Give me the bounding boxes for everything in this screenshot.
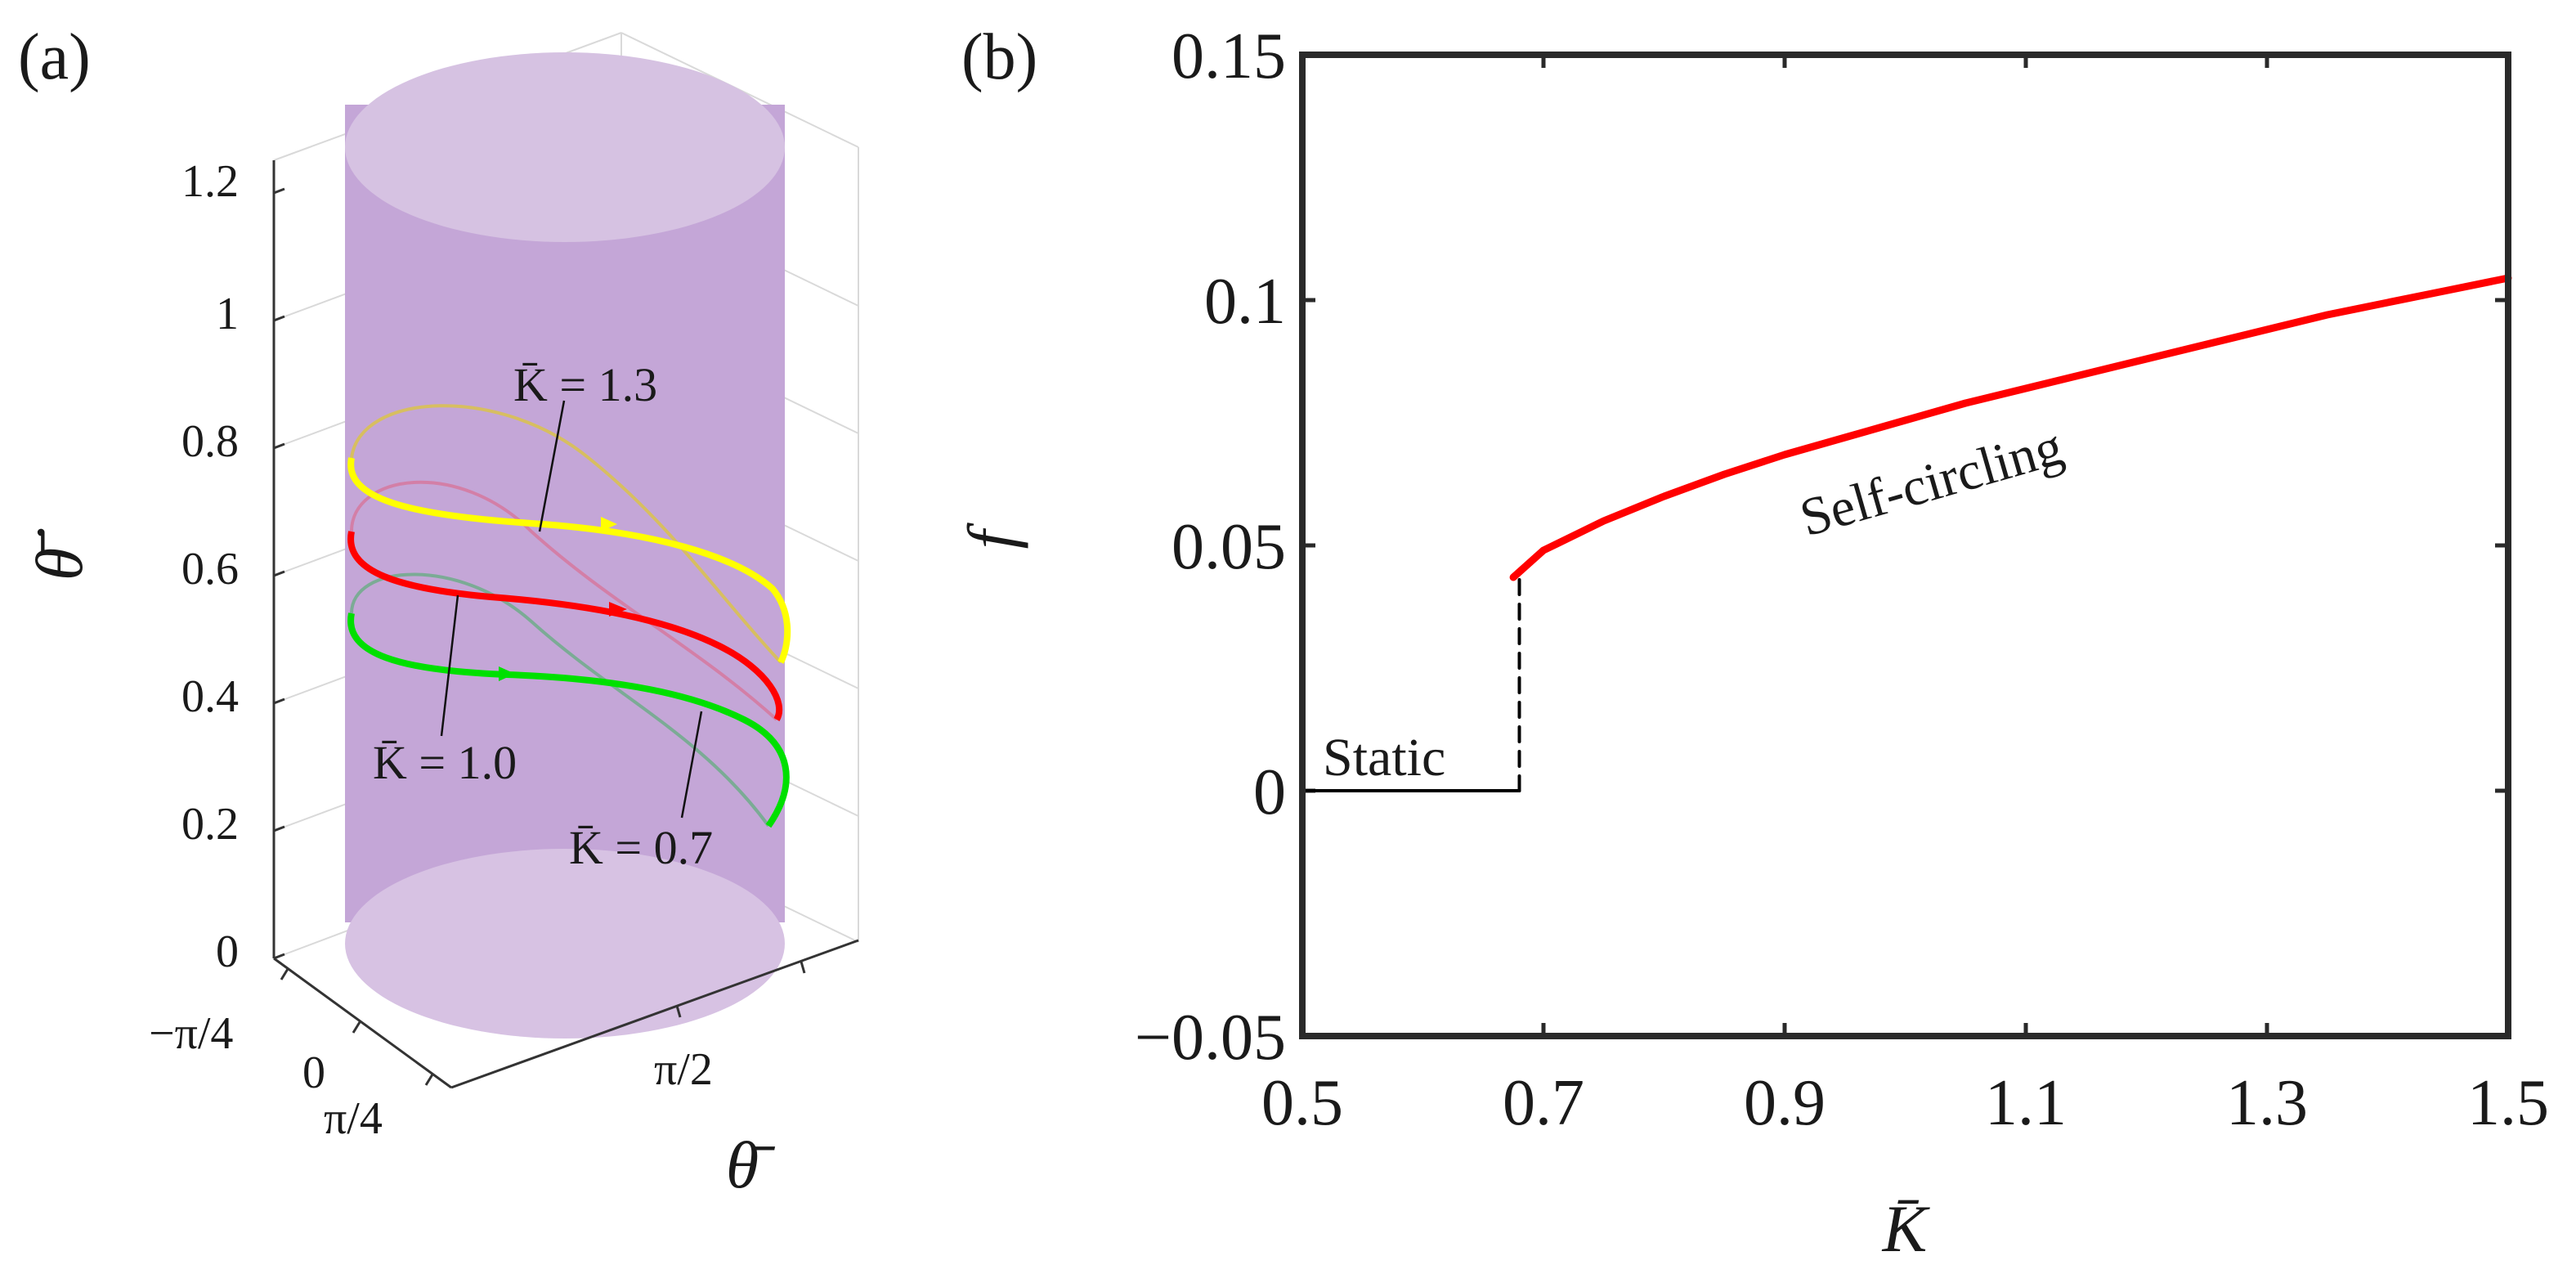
x-tick-label: 0.9 (1744, 1067, 1826, 1139)
annotation-static: Static (1323, 728, 1445, 787)
cylinder-surface (345, 52, 785, 1038)
y-tick-label: −0.05 (1135, 1002, 1286, 1074)
z-tick-label: 1.2 (181, 156, 239, 207)
annotation-k10: K̄ = 1.0 (373, 736, 517, 789)
z-tick-label: 0.6 (181, 544, 239, 594)
leader-line (680, 711, 703, 819)
x-tick-label: π/2 (654, 1044, 713, 1095)
loops-front (347, 457, 791, 828)
series-line (347, 612, 790, 828)
annotation-k13: K̄ = 1.3 (513, 358, 657, 411)
loop-back-k13 (350, 404, 782, 664)
y-tick-label: π/4 (324, 1093, 383, 1144)
y-tick-label: 0 (1253, 756, 1286, 828)
annotation-self-circling: Self-circling (1794, 416, 2069, 548)
x-tick-label: 1.3 (2226, 1067, 2308, 1139)
loops-back (350, 404, 782, 828)
y-tick-label: 0 (302, 1047, 325, 1098)
z-tick-label: 1 (216, 289, 239, 339)
x-tick-label: 1.1 (1985, 1067, 2067, 1139)
annotation-k07: K̄ = 0.7 (569, 821, 713, 874)
leader-line (440, 594, 459, 737)
cylinder-bottom-cap (345, 849, 785, 1038)
panel-b-x-axis-label: K̄ (1882, 1191, 1931, 1266)
panel-b-series (1301, 274, 2512, 792)
y-tick-label: 0.05 (1172, 511, 1286, 583)
y-tick-label: −π/4 (149, 1008, 233, 1059)
arrow-marker (601, 517, 617, 532)
panel-a-x-axis-label: θ̄ (726, 1128, 775, 1202)
panel-b: (b) 0.5 0.7 0.9 1.1 1.3 1.5−0.0500.050.10.15 … (954, 20, 2549, 1266)
series-line-self-circling (1509, 274, 2512, 581)
plot-frame (1299, 52, 2511, 1039)
panel-b-ticks: 0.5 0.7 0.9 1.1 1.3 1.5 −0.05 0 0.05 0.1 0.15 (1135, 20, 2549, 1139)
y-tick-label: 0.1 (1204, 266, 1286, 338)
series-line (347, 457, 791, 664)
z-tick-label: 0.8 (181, 416, 239, 467)
panel-a-label: (a) (18, 21, 91, 93)
z-tick-label: 0.2 (181, 799, 239, 850)
loop-back-k10 (350, 480, 778, 721)
arrow-marker (609, 602, 627, 617)
x-tick-label: 0.5 (1261, 1067, 1343, 1139)
panel-a-z-axis-label: θ̇̄ (22, 528, 96, 581)
cylinder-top-cap (345, 52, 785, 242)
panel-a-z-ticks: 0 0.2 0.4 0.6 0.8 1 1.2 (181, 156, 239, 977)
x-tick-label: 0.7 (1503, 1067, 1584, 1139)
leader-line (538, 400, 566, 532)
x-axis-line (450, 939, 859, 1089)
panel-b-y-axis-label: f (954, 522, 1028, 549)
panel-a-annotations: K̄ = 1.3 K̄ = 1.0 K̄ = 0.7 (373, 358, 713, 874)
panel-b-label: (b) (961, 21, 1037, 93)
panel-a: (a) (18, 21, 859, 1202)
z-tick-label: 0.4 (181, 671, 239, 722)
y-tick-label: 0.15 (1172, 20, 1286, 92)
series-line (347, 531, 783, 722)
panel-a-y-ticks: −π/4 0 π/4 (149, 1008, 383, 1144)
loop-back-k07 (350, 572, 770, 828)
arrow-marker (499, 666, 515, 681)
panel-a-axes (272, 160, 859, 1089)
x-tick-label: 1.5 (2467, 1067, 2549, 1139)
z-tick-label: 0 (216, 926, 239, 977)
y-axis-line (273, 957, 452, 1089)
